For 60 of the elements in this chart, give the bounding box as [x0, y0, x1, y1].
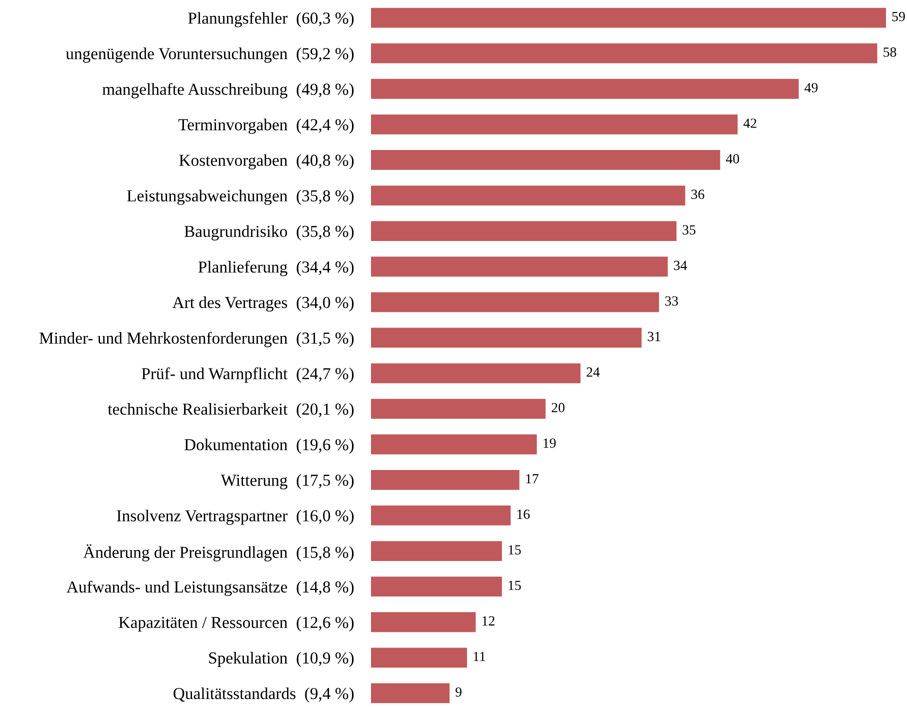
- bar: [371, 292, 660, 312]
- bar: [371, 470, 520, 490]
- bar: [371, 221, 677, 242]
- bar: [371, 648, 468, 668]
- bar: [371, 78, 799, 99]
- bar: [371, 43, 878, 64]
- y-tick-label: Spekulation (10,9 %): [209, 652, 354, 668]
- data-label: 15: [508, 580, 521, 590]
- data-label: 40: [726, 154, 740, 164]
- data-label: 49: [804, 83, 818, 92]
- data-label: 20: [552, 402, 564, 412]
- data-label: 19: [544, 438, 556, 448]
- y-tick-label: Art des Vertrages (34,0 %): [172, 296, 354, 312]
- data-label: 35: [682, 225, 696, 235]
- bar: [371, 576, 502, 597]
- y-tick-label: Terminvorgaben (42,4 %): [178, 118, 354, 134]
- y-tick-label: Kostenvorgaben (40,8 %): [179, 154, 354, 170]
- y-tick-label: ungenügende Voruntersuchungen (59,2 %): [66, 48, 354, 63]
- bar: [371, 683, 450, 704]
- y-tick-label: Witterung (17,5 %): [220, 474, 354, 490]
- y-tick-label: Insolvenz Vertragspartner (16,0 %): [116, 510, 354, 525]
- y-tick-label: Baugrundrisiko (35,8 %): [184, 225, 354, 240]
- bar: [371, 612, 476, 632]
- y-tick-label: Planlieferung (34,4 %): [198, 260, 354, 276]
- y-tick-label: Prüf- und Warnpflicht (24,7 %): [142, 367, 354, 383]
- bar: [371, 328, 642, 348]
- data-label: 17: [526, 474, 538, 484]
- bar: [371, 398, 546, 419]
- data-label: 58: [884, 47, 896, 57]
- data-label: 33: [665, 296, 678, 306]
- bar: [371, 506, 511, 526]
- y-tick-label: Aufwands- und Leistungsansätze (14,8 %): [66, 580, 354, 596]
- bar: [371, 256, 668, 277]
- y-tick-label: Qualitätsstandards (9,4 %): [174, 687, 354, 703]
- data-label: 42: [743, 118, 756, 128]
- y-tick-label: Planungsfehler (60,3 %): [188, 12, 354, 28]
- bar: [371, 541, 502, 561]
- y-tick-label: Dokumentation (19,6 %): [184, 438, 354, 454]
- data-label: 34: [674, 260, 688, 270]
- y-tick-label: mangelhafte Ausschreibung (49,8 %): [102, 83, 354, 98]
- bar: [371, 434, 537, 454]
- data-label: 36: [691, 190, 704, 199]
- data-label: 59: [892, 12, 905, 22]
- data-label: 16: [517, 510, 530, 519]
- data-label: 9: [456, 687, 462, 697]
- bar: [371, 363, 580, 384]
- y-tick-label: Minder- und Mehrkostenforderungen (31,5 %): [39, 332, 354, 348]
- data-label: 12: [482, 616, 494, 626]
- bar: [371, 186, 686, 206]
- data-label: 11: [474, 652, 486, 662]
- data-label: 31: [648, 332, 660, 342]
- data-label: 15: [508, 545, 521, 554]
- data-label: 24: [586, 367, 600, 377]
- y-tick-label: Leistungsabweichungen (35,8 %): [127, 190, 354, 205]
- y-tick-label: technische Realisierbarkeit (20,1 %): [108, 403, 354, 418]
- bar: [371, 8, 886, 28]
- bar: [371, 114, 738, 134]
- bar: [371, 150, 720, 170]
- y-tick-label: Änderung der Preisgrundlagen (15,8 %): [83, 544, 354, 562]
- y-tick-label: Kapazitäten / Ressourcen (12,6 %): [118, 616, 354, 632]
